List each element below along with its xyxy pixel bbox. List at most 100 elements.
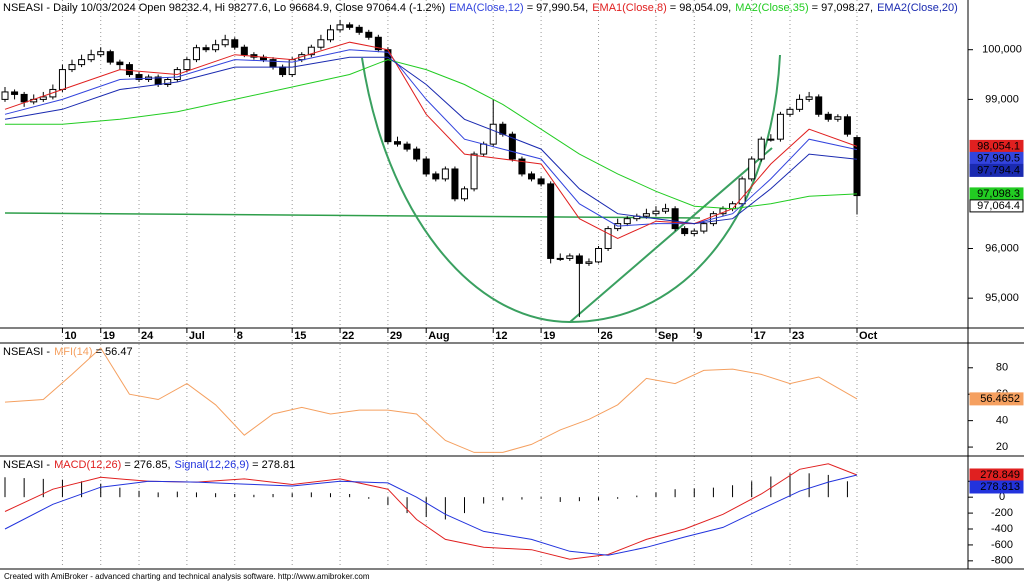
candle-body	[413, 148, 421, 160]
candle-body	[652, 210, 660, 215]
legend-value: = 97,098.27,	[812, 2, 873, 14]
candle-body	[461, 188, 469, 200]
x-tick-label: 12	[495, 330, 507, 342]
candle-body	[748, 158, 756, 180]
x-tick-label: 17	[754, 330, 766, 342]
candle-body	[547, 183, 555, 259]
x-tick-label: 15	[294, 330, 306, 342]
candle-body	[566, 255, 574, 259]
y-tick-label: 20	[996, 441, 1008, 453]
candle-body	[183, 59, 191, 71]
candle-body	[212, 44, 220, 51]
y-tick-label: -200	[991, 507, 1013, 519]
candle-body	[834, 116, 842, 120]
y-tick-label: 40	[996, 415, 1008, 427]
candle-body	[87, 54, 95, 61]
legend-name: EMA1(Close,8)	[592, 2, 667, 14]
candle-body	[78, 59, 86, 66]
trend-study-line	[569, 147, 773, 323]
candle-body	[671, 208, 679, 230]
candle-body	[796, 98, 804, 110]
candle-body	[824, 113, 832, 120]
candle-body	[365, 31, 373, 38]
candle-body	[422, 158, 430, 175]
y-tick-label: 99,000	[985, 93, 1019, 105]
value-tag-label: 278.813	[980, 481, 1020, 493]
candle-body	[307, 46, 315, 56]
candle-body	[164, 79, 172, 85]
candle-body	[11, 91, 19, 95]
y-tick-label: 0	[999, 491, 1005, 503]
candle-body	[518, 158, 526, 175]
candle-body	[97, 51, 105, 56]
candle-body	[403, 143, 411, 150]
legend-name: EMA2(Close,20)	[877, 2, 958, 14]
candle-body	[240, 46, 248, 56]
y-tick-label: 96,000	[985, 242, 1019, 254]
x-tick-label: 22	[342, 330, 354, 342]
candle-body	[441, 168, 449, 180]
x-tick-label: 23	[792, 330, 804, 342]
candle-body	[767, 138, 775, 141]
candle-body	[489, 123, 497, 145]
candle-body	[125, 64, 133, 76]
horizontal-study-line	[4, 212, 701, 219]
legend-name: MFI(14)	[54, 346, 93, 358]
indicator-line	[4, 474, 858, 556]
panel-title: NSEASI -	[3, 346, 50, 358]
legend-value: = 97,990.54,	[527, 2, 588, 14]
candle-body	[537, 178, 545, 185]
candle-body	[776, 113, 784, 140]
candle-body	[604, 228, 612, 249]
candle-body	[815, 96, 823, 115]
x-tick-label: Jul	[189, 330, 205, 342]
candle-body	[681, 228, 689, 235]
candle-body	[68, 64, 76, 71]
x-tick-label: 29	[390, 330, 402, 342]
labels: 10 19 24 Jul 8 15 22 29 Aug 12 19 26 Sep 9 17 23 Oct 100,…	[3, 2, 1024, 567]
value-tag-label: 97,990.5	[977, 152, 1020, 164]
candle-body	[853, 137, 861, 197]
candle-body	[279, 66, 287, 76]
candle-body	[192, 47, 200, 61]
legend: NSEASI - MACD(12,26) = 276.85, Signal(12,26…	[3, 459, 295, 471]
candle-body	[135, 74, 143, 81]
value-tag	[969, 199, 1024, 213]
panel-title: NSEASI - Daily 10/03/2024 Open 98232.4, …	[3, 2, 445, 14]
indicator-line	[5, 59, 858, 210]
candle-body	[231, 39, 239, 48]
legend: NSEASI - MFI(14) = 56.47	[3, 346, 133, 358]
indicator-line	[4, 41, 858, 240]
candle-body	[202, 47, 210, 51]
legend-value: = 276.85,	[124, 459, 170, 471]
candle-body	[355, 26, 363, 33]
candle-body	[393, 141, 401, 145]
x-tick-label: Aug	[428, 330, 449, 342]
candle-body	[508, 133, 516, 160]
indicator-line	[4, 56, 858, 225]
candle-body	[843, 116, 851, 135]
y-tick-label: -800	[991, 555, 1013, 567]
candle-body	[786, 108, 794, 115]
candle-body	[106, 51, 114, 63]
grid	[61, 0, 858, 568]
indicator-line	[4, 49, 858, 227]
x-tick-label: 9	[696, 330, 702, 342]
x-tick-label: 8	[237, 330, 243, 342]
candle-body	[451, 168, 459, 200]
indicator-line	[4, 347, 858, 453]
y-tick-label: -400	[991, 523, 1013, 535]
candle-body	[642, 213, 650, 217]
candle-body	[738, 178, 746, 205]
y-tick-label: 100,000	[982, 44, 1022, 56]
legend-name: EMA(Close,12)	[449, 2, 524, 14]
y-tick-label: 80	[996, 362, 1008, 374]
candle-body	[346, 24, 354, 28]
x-tick-label: Sep	[658, 330, 678, 342]
x-tick-label: Oct	[859, 330, 878, 342]
value-tag-label: 56.4652	[980, 393, 1020, 405]
legend-value: = 98,054.09,	[670, 2, 731, 14]
candle-body	[556, 257, 564, 260]
